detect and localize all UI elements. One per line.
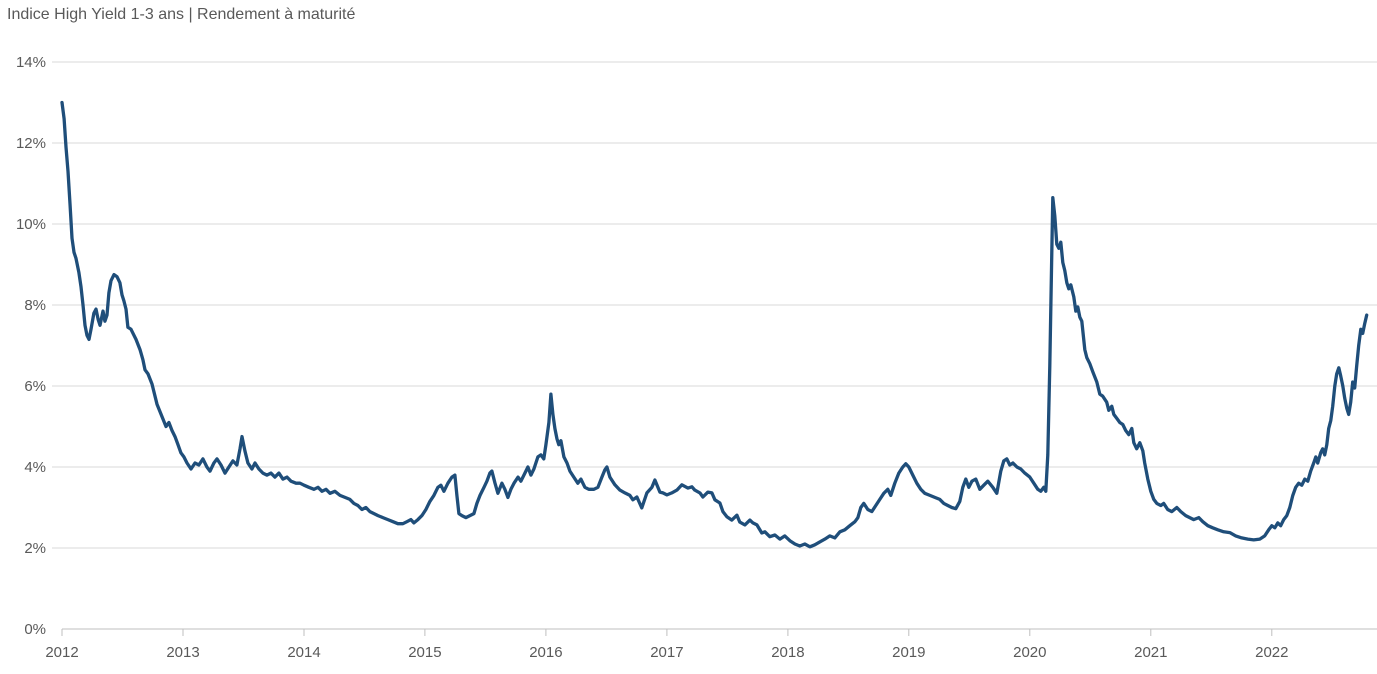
y-axis-tick-label: 6% (24, 378, 46, 395)
y-axis-tick-label: 0% (24, 621, 46, 638)
y-axis-tick-label: 10% (16, 216, 46, 233)
x-axis-tick-label: 2013 (166, 644, 199, 661)
x-axis-tick-label: 2018 (771, 644, 804, 661)
x-axis-tick-label: 2022 (1255, 644, 1288, 661)
x-axis-tick-label: 2019 (892, 644, 925, 661)
chart-title: Indice High Yield 1-3 ans | Rendement à … (7, 6, 356, 23)
x-axis-tick-label: 2016 (529, 644, 562, 661)
x-axis-tick-label: 2015 (408, 644, 441, 661)
y-axis-tick-label: 2% (24, 540, 46, 557)
x-axis-tick-label: 2014 (287, 644, 320, 661)
y-axis-tick-label: 4% (24, 459, 46, 476)
y-axis-tick-label: 8% (24, 297, 46, 314)
y-axis-tick-label: 12% (16, 135, 46, 152)
yield-to-maturity-series-line (60, 100, 1369, 549)
x-axis-tick-label: 2020 (1013, 644, 1046, 661)
y-axis-tick-label: 14% (16, 54, 46, 71)
x-axis-tick-label: 2021 (1134, 644, 1167, 661)
x-axis-tick-label: 2012 (45, 644, 78, 661)
x-axis-tick-label: 2017 (650, 644, 683, 661)
